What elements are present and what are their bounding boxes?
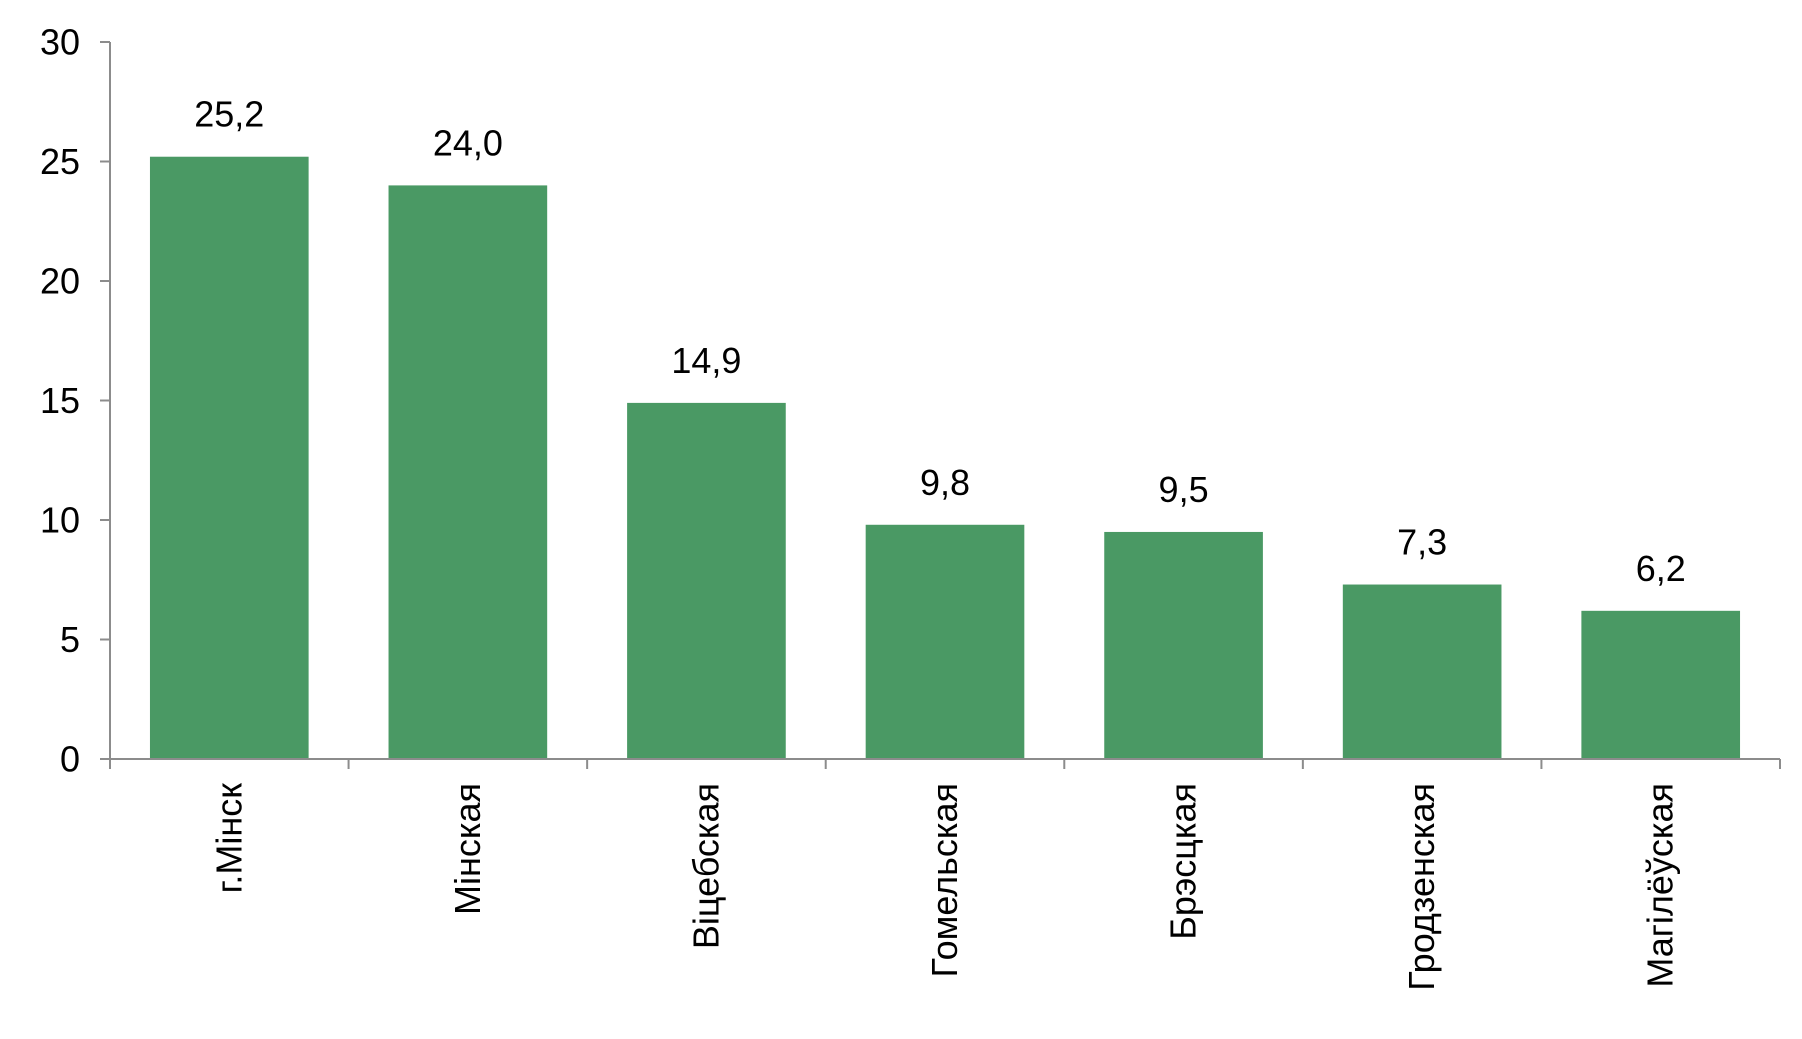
y-axis-ticks: 0 5 10 15 20 25 30 xyxy=(40,22,110,780)
x-category-label: Мінская xyxy=(447,783,488,915)
bar xyxy=(627,402,786,759)
x-category-label: Віцебская xyxy=(685,783,726,949)
bar-value-label: 14,9 xyxy=(671,340,741,381)
bars xyxy=(149,156,1741,760)
x-category-label: г.Мінск xyxy=(208,783,249,894)
x-axis-ticks xyxy=(109,759,1781,769)
bar-value-label: 9,8 xyxy=(920,462,970,503)
y-tick-label: 30 xyxy=(40,22,80,63)
bar-value-label: 7,3 xyxy=(1397,522,1447,563)
x-axis-category-labels: г.Мінск Мінская Віцебская Гомельская Брэсцка… xyxy=(208,783,1680,991)
x-category-label: Гомельская xyxy=(924,783,965,978)
x-category-label: Брэсцкая xyxy=(1163,783,1204,940)
y-tick-label: 5 xyxy=(60,619,80,660)
bar-value-label: 9,5 xyxy=(1159,469,1209,510)
bar xyxy=(388,185,548,759)
y-tick-label: 20 xyxy=(40,261,80,302)
bar xyxy=(865,524,1025,759)
data-labels: 25,2 24,0 14,9 9,8 9,5 7,3 6,2 xyxy=(194,94,1685,589)
bar xyxy=(1581,610,1741,759)
bar-value-label: 24,0 xyxy=(433,122,503,163)
y-tick-label: 15 xyxy=(40,380,80,421)
bar xyxy=(1342,584,1502,759)
bar xyxy=(149,156,309,760)
bar-value-label: 6,2 xyxy=(1636,548,1686,589)
bar-value-label: 25,2 xyxy=(194,94,264,135)
x-category-label: Гродзенская xyxy=(1401,783,1442,991)
bar xyxy=(1104,531,1263,759)
y-tick-label: 25 xyxy=(40,141,80,182)
y-tick-label: 10 xyxy=(40,500,80,541)
x-category-label: Магілёўская xyxy=(1640,783,1681,988)
y-tick-label: 0 xyxy=(60,739,80,780)
